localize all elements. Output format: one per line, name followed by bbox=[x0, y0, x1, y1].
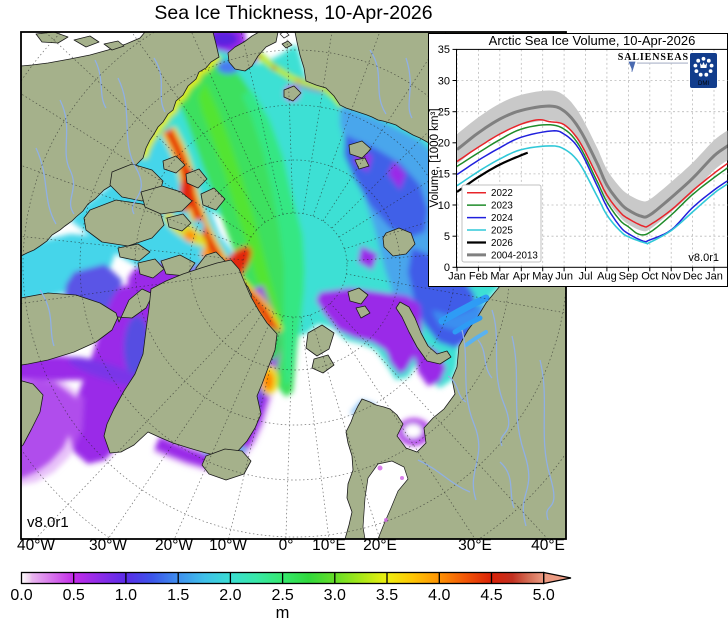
svg-text:DMI: DMI bbox=[698, 81, 709, 87]
svg-text:30: 30 bbox=[438, 75, 450, 87]
svg-text:SALIENSEAS: SALIENSEAS bbox=[618, 52, 689, 63]
svg-text:4.5: 4.5 bbox=[480, 587, 502, 604]
svg-text:1.5: 1.5 bbox=[167, 587, 189, 604]
svg-text:2026: 2026 bbox=[491, 238, 513, 249]
svg-text:Jul: Jul bbox=[578, 271, 592, 283]
svg-text:Nov: Nov bbox=[661, 271, 681, 283]
svg-text:Jan: Jan bbox=[705, 271, 723, 283]
svg-text:Aug: Aug bbox=[597, 271, 617, 283]
svg-text:v8.0r1: v8.0r1 bbox=[27, 514, 69, 531]
svg-text:10: 10 bbox=[438, 200, 450, 212]
svg-text:Dec: Dec bbox=[683, 271, 703, 283]
svg-text:Feb: Feb bbox=[469, 271, 488, 283]
svg-text:35: 35 bbox=[438, 44, 450, 56]
svg-text:Apr: Apr bbox=[513, 271, 530, 283]
svg-text:May: May bbox=[532, 271, 553, 283]
svg-text:20: 20 bbox=[438, 138, 450, 150]
svg-text:Jan: Jan bbox=[448, 271, 466, 283]
svg-text:2025: 2025 bbox=[491, 225, 513, 236]
svg-text:Sep: Sep bbox=[619, 271, 639, 283]
svg-text:5: 5 bbox=[444, 231, 450, 243]
svg-text:Jun: Jun bbox=[555, 271, 573, 283]
svg-text:3.5: 3.5 bbox=[376, 587, 398, 604]
svg-text:15: 15 bbox=[438, 169, 450, 181]
svg-text:Oct: Oct bbox=[641, 271, 658, 283]
svg-text:1.0: 1.0 bbox=[115, 587, 137, 604]
svg-text:2024: 2024 bbox=[491, 213, 513, 224]
svg-text:3.0: 3.0 bbox=[324, 587, 346, 604]
svg-text:2004-2013: 2004-2013 bbox=[491, 250, 538, 261]
svg-text:2023: 2023 bbox=[491, 201, 513, 212]
svg-text:4.0: 4.0 bbox=[428, 587, 450, 604]
svg-text:Volume, [1000 km³]: Volume, [1000 km³] bbox=[429, 108, 441, 207]
svg-text:0.0: 0.0 bbox=[10, 587, 32, 604]
svg-text:0.5: 0.5 bbox=[63, 587, 85, 604]
svg-text:Mar: Mar bbox=[490, 271, 509, 283]
svg-text:v8.0r1: v8.0r1 bbox=[688, 252, 719, 264]
svg-text:0: 0 bbox=[444, 262, 450, 274]
svg-text:2022: 2022 bbox=[491, 188, 513, 199]
svg-text:5.0: 5.0 bbox=[533, 587, 555, 604]
svg-text:2.5: 2.5 bbox=[271, 587, 293, 604]
svg-text:25: 25 bbox=[438, 107, 450, 119]
svg-text:2.0: 2.0 bbox=[219, 587, 241, 604]
svg-text:Arctic Sea Ice Volume, 10-Apr-: Arctic Sea Ice Volume, 10-Apr-2026 bbox=[489, 33, 696, 48]
svg-text:m: m bbox=[276, 604, 290, 622]
